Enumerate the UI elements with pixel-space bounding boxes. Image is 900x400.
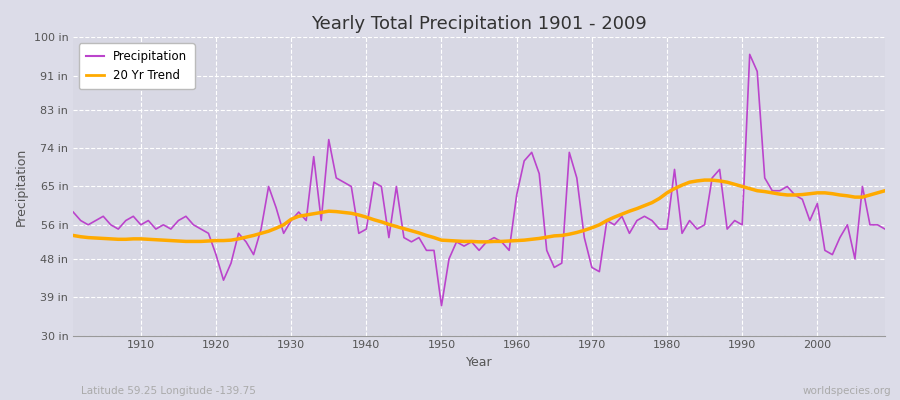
Text: worldspecies.org: worldspecies.org xyxy=(803,386,891,396)
Text: Latitude 59.25 Longitude -139.75: Latitude 59.25 Longitude -139.75 xyxy=(81,386,256,396)
Y-axis label: Precipitation: Precipitation xyxy=(15,147,28,226)
X-axis label: Year: Year xyxy=(466,356,492,369)
Legend: Precipitation, 20 Yr Trend: Precipitation, 20 Yr Trend xyxy=(79,43,194,89)
Title: Yearly Total Precipitation 1901 - 2009: Yearly Total Precipitation 1901 - 2009 xyxy=(311,15,647,33)
